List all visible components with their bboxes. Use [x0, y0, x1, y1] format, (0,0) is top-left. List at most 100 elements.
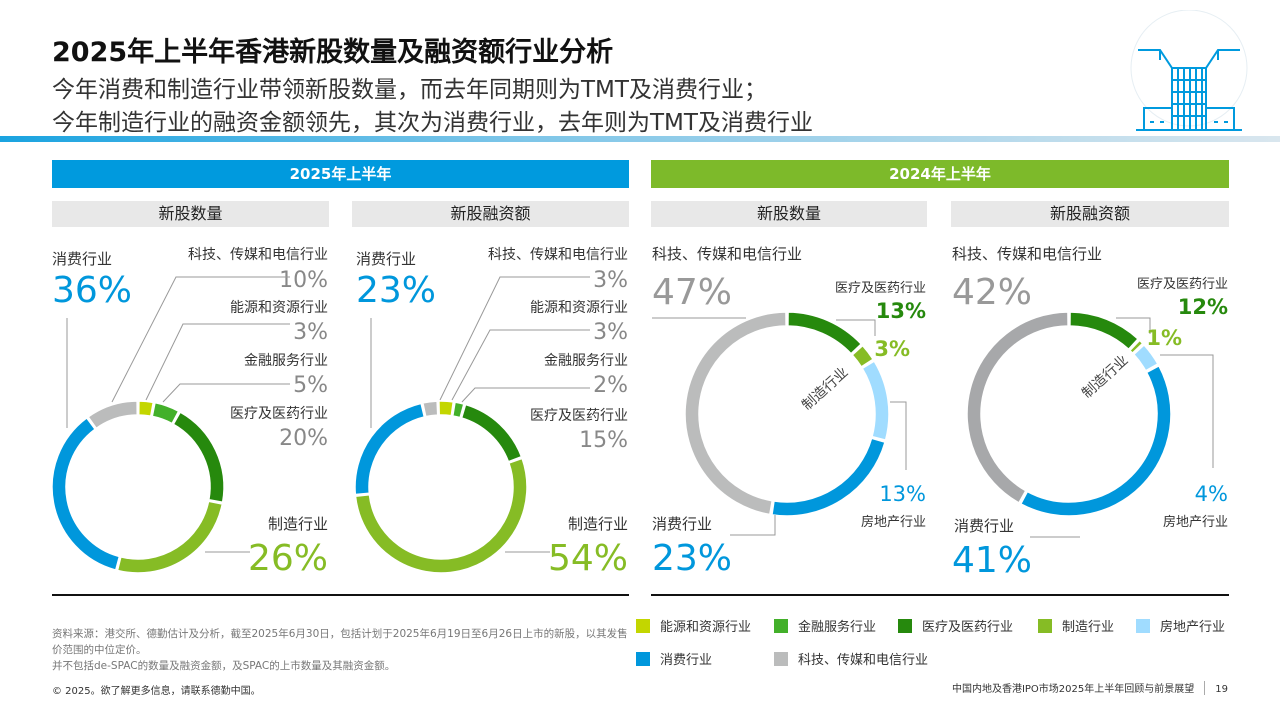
c3-value-consumer: 23% — [652, 538, 732, 579]
c2-value-consumer: 23% — [356, 270, 436, 311]
c1-value-consumer: 36% — [52, 270, 132, 311]
chart1-slice-manufacturing — [116, 500, 224, 574]
page-number: 19 — [1215, 684, 1228, 695]
legend-label-consumer: 消费行业 — [660, 653, 713, 668]
legend-label-realestate: 房地产行业 — [1160, 620, 1226, 635]
legend-energy: 能源和资源行业 — [636, 616, 751, 635]
divider-right — [651, 594, 1229, 596]
chart2-slice-manufacturing — [354, 457, 528, 574]
c4-label-medical: 医疗及医药行业 — [1137, 277, 1228, 292]
chart3-slice-consumer — [771, 437, 886, 517]
subtitle-line-2: 今年制造行业的融资金额领先，其次为消费行业，去年则为TMT及消费行业 — [52, 110, 813, 136]
band-2025: 2025年上半年 — [52, 160, 629, 188]
c1-value-finance: 5% — [293, 373, 328, 398]
c2-leader-finance — [461, 387, 590, 403]
chart3-slice-tmt — [684, 311, 787, 516]
chart1-slice-energy — [137, 400, 155, 418]
legend-swatch-manufacturing — [1038, 619, 1052, 633]
c1-label-manufacturing: 制造行业 — [268, 515, 328, 533]
c2-value-medical: 15% — [579, 428, 628, 453]
chart4-slice-manufacturing — [1128, 339, 1144, 355]
subheader-2025-funds: 新股融资额 — [352, 201, 629, 227]
c1-leader-finance — [162, 383, 290, 403]
c2-value-finance: 2% — [593, 373, 628, 398]
legend-label-finance: 金融服务行业 — [798, 620, 877, 635]
c3-value-medical: 13% — [876, 299, 926, 323]
c1-label-tmt: 科技、传媒和电信行业 — [188, 247, 328, 263]
c2-label-finance: 金融服务行业 — [544, 353, 628, 369]
c3-leader-consumer — [730, 515, 776, 536]
building-logo-icon — [1130, 10, 1248, 131]
header-gradient-bar — [0, 136, 1280, 142]
c4-label-tmt: 科技、传媒和电信行业 — [952, 245, 1102, 263]
c3-leader-medical — [836, 319, 876, 336]
c2-label-medical: 医疗及医药行业 — [530, 408, 628, 424]
c1-label-consumer: 消费行业 — [52, 250, 112, 268]
c2-label-consumer: 消费行业 — [356, 250, 416, 268]
c3-label-consumer: 消费行业 — [652, 515, 712, 533]
c2-leader-tmt — [439, 276, 590, 401]
c2-leader-energy — [451, 329, 590, 401]
chart1-slice-consumer — [51, 416, 121, 571]
divider-left — [52, 594, 629, 596]
legend-consumer: 消费行业 — [636, 649, 712, 668]
legend-label-medical: 医疗及医药行业 — [922, 620, 1014, 635]
legend-swatch-realestate — [1136, 619, 1150, 633]
c3-label-manufacturing: 制造行业 — [799, 364, 851, 413]
c1-label-medical: 医疗及医药行业 — [230, 406, 328, 422]
page-title: 2025年上半年香港新股数量及融资额行业分析 — [52, 37, 614, 68]
chart1-slice-tmt — [87, 400, 139, 430]
c3-label-realestate: 房地产行业 — [861, 514, 926, 530]
report-name: 中国内地及香港IPO市场2025年上半年回顾与前景展望 — [951, 684, 1195, 695]
c3-label-medical: 医疗及医药行业 — [835, 281, 926, 296]
chart3-slice-manufacturing — [851, 344, 875, 368]
c2-value-manufacturing: 54% — [548, 538, 628, 579]
c1-value-energy: 3% — [293, 320, 328, 345]
chart4-slice-realestate — [1132, 343, 1159, 372]
copyright: © 2025。欲了解更多信息，请联系德勤中国。 — [52, 686, 261, 697]
c3-label-tmt: 科技、传媒和电信行业 — [652, 245, 802, 263]
legend-swatch-tmt — [774, 652, 788, 666]
chart4-slice-consumer — [1019, 364, 1172, 517]
legend-swatch-energy — [636, 619, 650, 633]
subheader-2025-count: 新股数量 — [52, 201, 329, 227]
c2-value-energy: 3% — [593, 320, 628, 345]
chart2-slice-consumer — [354, 402, 426, 496]
c1-label-finance: 金融服务行业 — [244, 353, 328, 369]
c4-value-medical: 12% — [1178, 295, 1228, 319]
chart3-slice-realestate — [861, 360, 890, 442]
subheader-2024-count: 新股数量 — [651, 201, 927, 227]
c4-value-tmt: 42% — [952, 272, 1032, 313]
c2-label-tmt: 科技、传媒和电信行业 — [488, 247, 628, 263]
chart1-slice-medical — [172, 411, 225, 504]
c3-value-realestate: 13% — [879, 482, 926, 506]
chart1-slice-finance — [151, 401, 180, 425]
page-footer: 中国内地及香港IPO市场2025年上半年回顾与前景展望 19 — [952, 680, 1228, 695]
legend-swatch-medical — [898, 619, 912, 633]
c4-leader-realestate — [1160, 354, 1214, 468]
c4-value-consumer: 41% — [952, 540, 1032, 581]
legend-label-manufacturing: 制造行业 — [1062, 620, 1115, 635]
c3-value-manufacturing: 3% — [874, 337, 910, 361]
c1-value-manufacturing: 26% — [248, 538, 328, 579]
chart4-slice-medical — [1069, 311, 1140, 351]
legend-realestate: 房地产行业 — [1136, 616, 1225, 635]
c1-value-medical: 20% — [279, 426, 328, 451]
c4-label-consumer: 消费行业 — [954, 517, 1014, 535]
c4-leader-medical — [1116, 317, 1151, 334]
c4-value-realestate: 4% — [1195, 482, 1228, 506]
chart2-slice-medical — [460, 403, 523, 463]
c1-leader-energy — [145, 323, 290, 401]
chart2-slice-finance — [451, 401, 465, 419]
c3-value-tmt: 47% — [652, 272, 732, 313]
c1-leader-tmt — [111, 276, 290, 403]
footer-separator — [1204, 681, 1206, 695]
c4-label-manufacturing: 制造行业 — [1079, 352, 1131, 401]
legend-medical: 医疗及医药行业 — [898, 616, 1013, 635]
chart2-slice-tmt — [421, 400, 439, 418]
c2-label-manufacturing: 制造行业 — [568, 515, 628, 533]
legend-manufacturing: 制造行业 — [1038, 616, 1114, 635]
band-2024: 2024年上半年 — [651, 160, 1229, 188]
legend-swatch-finance — [774, 619, 788, 633]
legend-label-tmt: 科技、传媒和电信行业 — [798, 653, 929, 668]
